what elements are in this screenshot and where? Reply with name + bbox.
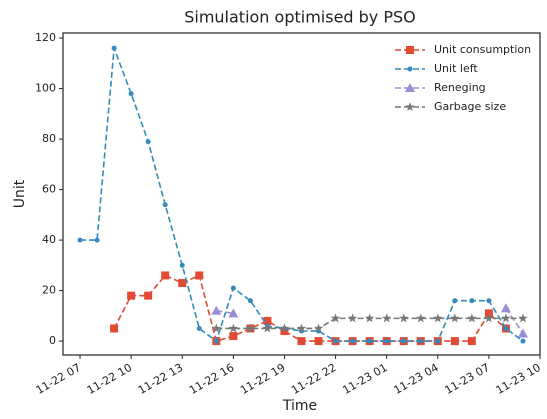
marker <box>435 338 441 344</box>
marker <box>228 323 239 333</box>
y-tick-label: 60 <box>42 183 56 196</box>
marker <box>484 313 494 323</box>
y-tick-label: 120 <box>35 31 56 44</box>
marker <box>314 337 323 346</box>
marker <box>145 139 151 145</box>
marker <box>500 303 511 313</box>
marker <box>330 313 341 323</box>
marker <box>213 338 219 344</box>
marker <box>110 324 119 333</box>
marker <box>418 338 424 344</box>
marker <box>347 313 358 323</box>
marker <box>296 323 307 333</box>
chart-title: Simulation optimised by PSO <box>184 8 416 27</box>
marker <box>144 291 153 300</box>
marker <box>127 291 136 300</box>
x-tick-label: 11-22 22 <box>289 361 338 397</box>
marker <box>196 325 202 331</box>
marker <box>520 338 526 344</box>
x-tick-label: 11-23 10 <box>494 361 543 397</box>
x-tick-label: 11-22 19 <box>238 361 287 397</box>
x-tick-label: 11-22 16 <box>187 361 236 397</box>
marker <box>350 338 356 344</box>
marker <box>467 337 476 346</box>
marker <box>195 271 204 280</box>
y-tick-label: 0 <box>49 334 56 347</box>
marker <box>407 66 413 72</box>
marker <box>211 305 222 315</box>
legend-label: Reneging <box>434 81 486 94</box>
marker <box>229 332 238 341</box>
marker <box>179 262 185 268</box>
marker <box>228 308 239 318</box>
marker <box>452 298 458 304</box>
marker <box>77 237 83 243</box>
marker <box>517 328 528 338</box>
marker <box>518 313 528 323</box>
x-tick-label: 11-23 04 <box>391 361 440 397</box>
y-tick-label: 80 <box>42 132 56 145</box>
marker <box>401 338 407 344</box>
marker <box>279 323 290 333</box>
legend-label: Garbage size <box>434 100 506 113</box>
marker <box>405 102 415 111</box>
marker <box>433 313 443 323</box>
marker <box>263 316 272 325</box>
plot-frame <box>62 32 541 356</box>
marker <box>280 327 289 336</box>
marker <box>94 237 100 243</box>
x-tick-label: 11-23 07 <box>443 361 492 397</box>
marker <box>484 309 493 318</box>
x-tick-label: 11-22 13 <box>136 361 185 397</box>
marker <box>162 202 168 208</box>
x-axis-label: Time <box>282 398 317 414</box>
marker <box>262 323 273 333</box>
marker <box>128 91 134 97</box>
marker <box>367 338 373 344</box>
marker <box>313 323 324 333</box>
x-tick-label: 11-23 01 <box>340 361 389 397</box>
legend-label: Unit consumption <box>434 43 531 56</box>
marker <box>111 45 117 51</box>
marker <box>501 313 511 323</box>
x-tick-label: 11-22 07 <box>34 361 83 397</box>
marker <box>297 337 306 346</box>
y-tick-label: 100 <box>35 82 56 95</box>
marker <box>450 337 459 346</box>
marker <box>161 271 170 280</box>
series-line <box>216 307 524 334</box>
marker <box>450 313 460 323</box>
marker <box>486 298 492 304</box>
marker <box>333 338 339 344</box>
y-tick-label: 20 <box>42 284 56 297</box>
marker <box>405 83 415 92</box>
marker <box>406 46 414 54</box>
marker <box>230 285 236 291</box>
x-tick-label: 11-22 10 <box>85 361 134 397</box>
marker <box>467 313 477 323</box>
marker <box>245 323 256 333</box>
series-line <box>113 274 507 343</box>
marker <box>364 313 375 323</box>
y-axis-label: Unit <box>12 179 28 208</box>
y-tick-label: 40 <box>42 233 56 246</box>
marker <box>384 338 390 344</box>
marker <box>469 298 475 304</box>
marker <box>211 323 222 333</box>
marker <box>247 298 253 304</box>
marker <box>381 313 392 323</box>
marker <box>416 313 426 323</box>
marker <box>399 313 409 323</box>
legend-label: Unit left <box>434 62 478 75</box>
marker <box>503 325 509 331</box>
marker <box>178 279 187 288</box>
